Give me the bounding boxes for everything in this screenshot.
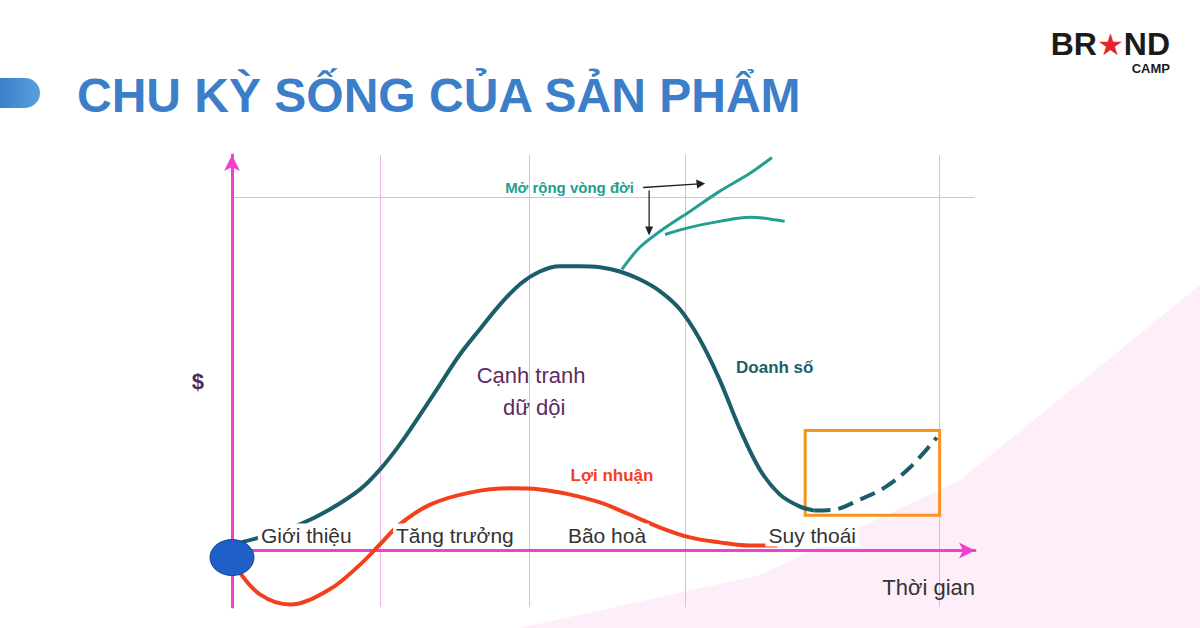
svg-text:CAMP: CAMP <box>1132 61 1171 76</box>
svg-text:Lợi nhuận: Lợi nhuận <box>571 466 654 485</box>
svg-text:$: $ <box>192 369 204 394</box>
svg-text:dữ dội: dữ dội <box>503 395 565 420</box>
svg-text:Thời gian: Thời gian <box>882 575 975 600</box>
svg-text:★: ★ <box>1097 27 1124 62</box>
svg-text:Cạnh tranh: Cạnh tranh <box>477 363 592 388</box>
svg-text:Doanh số: Doanh số <box>736 358 813 377</box>
svg-text:BR: BR <box>1051 26 1097 62</box>
svg-text:Bão hoà: Bão hoà <box>568 524 647 547</box>
svg-text:Mở rộng vòng đời: Mở rộng vòng đời <box>505 179 634 196</box>
svg-text:Tăng trưởng: Tăng trưởng <box>396 524 514 547</box>
svg-text:CHU KỲ SỐNG CỦA SẢN PHẨM: CHU KỲ SỐNG CỦA SẢN PHẨM <box>77 68 801 122</box>
svg-text:Giới thiệu: Giới thiệu <box>261 524 352 547</box>
svg-text:ND: ND <box>1124 26 1170 62</box>
svg-text:Suy thoái: Suy thoái <box>768 524 856 547</box>
